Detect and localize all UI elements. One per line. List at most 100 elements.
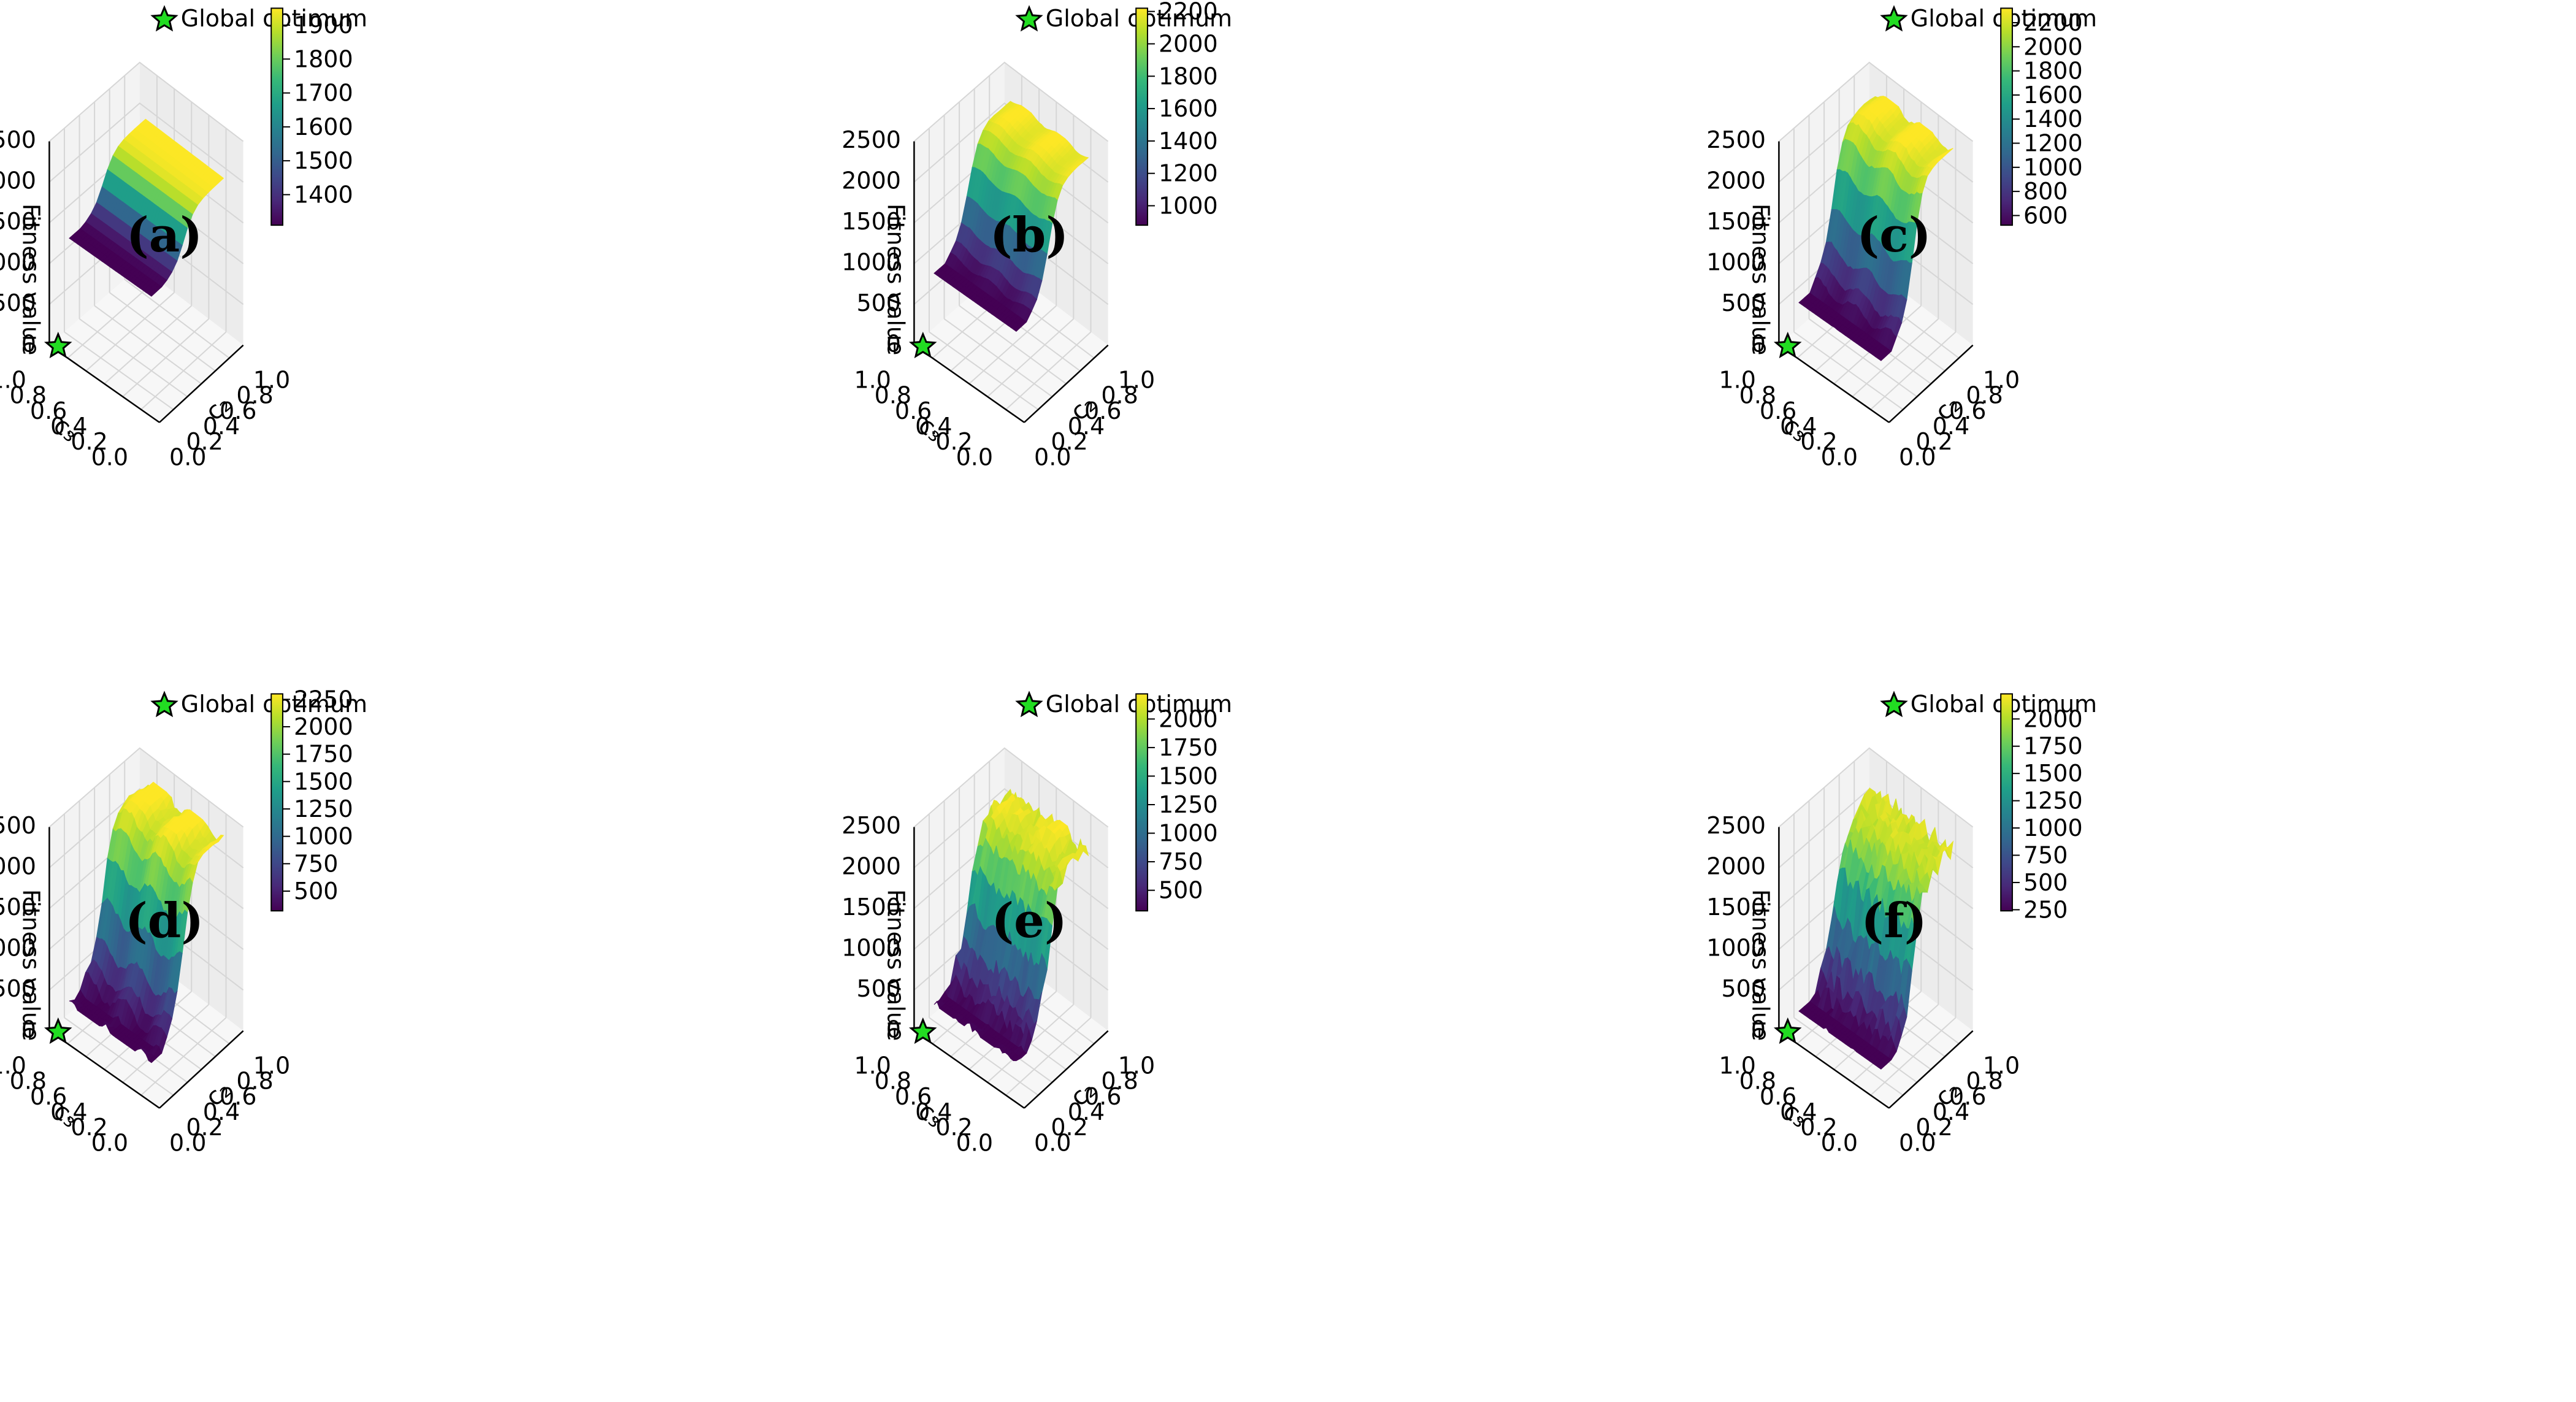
colorbar-tick-label: 2000 <box>2023 33 2083 60</box>
colorbar-tick-label: 750 <box>1159 848 1203 875</box>
colorbar-tick-label: 1600 <box>1159 95 1218 122</box>
x-tick-label: 1.0 <box>0 366 26 393</box>
grid-line <box>913 788 1109 868</box>
colorbar-tick-label: 1250 <box>2023 787 2083 814</box>
x-tick-label: 0.2 <box>71 428 107 455</box>
grid-line <box>124 278 230 359</box>
x-tick-label: 0.2 <box>1800 428 1837 455</box>
x-tick-label: 0.0 <box>91 443 128 470</box>
colorbar-tick-label: 1400 <box>294 181 353 208</box>
z-tick-label: 2000 <box>841 167 901 194</box>
surface <box>933 789 1089 1062</box>
x-tick-label: 0.8 <box>10 1068 47 1095</box>
grid-line <box>48 747 244 828</box>
x-tick-label: 0.8 <box>10 382 47 409</box>
colorbar-tick-label: 1900 <box>294 12 353 39</box>
colorbar-tick-label: 1000 <box>1159 820 1218 847</box>
grid-line <box>48 102 244 183</box>
x-tick-label: 0.4 <box>1780 413 1817 440</box>
optimum-marker <box>44 331 72 359</box>
z-tick-label: 2500 <box>0 126 36 153</box>
z-tick-label: 1500 <box>841 208 901 235</box>
x-tick-label: 0.4 <box>50 1098 87 1125</box>
grid-line <box>913 747 1109 828</box>
x-tick-label: 1.0 <box>854 366 891 393</box>
colorbar-tick-label: 2000 <box>1159 705 1218 732</box>
y-tick-label: 0.4 <box>203 1098 240 1125</box>
y-tick-label: 0.8 <box>236 1068 273 1095</box>
z-tick-label: 1500 <box>1706 208 1766 235</box>
colorbar <box>2000 693 2013 912</box>
surface <box>69 781 224 1063</box>
panel-caption: (d) <box>125 893 204 949</box>
y-tick-label: 0.0 <box>169 1129 206 1156</box>
colorbar-tick-label: 500 <box>294 878 339 905</box>
panel-caption: (f) <box>1861 893 1926 949</box>
z-axis-title: Fitness value <box>1747 889 1774 1041</box>
x-tick-label: 0.2 <box>71 1114 107 1141</box>
y-tick-label: 0.2 <box>1051 428 1087 455</box>
x-tick-label: 1.0 <box>0 1052 26 1079</box>
z-tick-label: 500 <box>1721 289 1766 316</box>
y-tick-label: 1.0 <box>1118 366 1155 393</box>
colorbar-tick-label: 2000 <box>2023 705 2083 732</box>
y-axis-line <box>1888 344 1974 423</box>
y-tick-label: 0.8 <box>1966 382 2003 409</box>
colorbar-tick-label: 1500 <box>1159 762 1218 789</box>
surface-cell <box>1877 353 1887 361</box>
z-tick-label: 2000 <box>1706 853 1766 880</box>
y-tick-label: 0.4 <box>1933 413 1969 440</box>
y-tick-label: 0.0 <box>1034 443 1071 470</box>
y-tick-label: 0.2 <box>1915 428 1952 455</box>
legend-marker <box>1880 691 1908 718</box>
colorbar-tick-label: 500 <box>2023 869 2068 896</box>
surface-cell <box>1013 324 1022 332</box>
colorbar-tick-label: 1250 <box>1159 791 1218 818</box>
colorbar-tick-label: 2200 <box>2023 9 2083 36</box>
optimum-marker <box>44 1017 72 1044</box>
y-tick-label: 0.6 <box>220 397 256 424</box>
colorbar-tick-label: 2000 <box>1159 30 1218 57</box>
y-tick-label: 1.0 <box>1983 1052 2020 1079</box>
colorbar <box>270 693 283 912</box>
x-tick-label: 0.8 <box>875 382 911 409</box>
y-tick-label: 0.8 <box>1101 382 1138 409</box>
chart-panel-d: 050010001500200025001.00.80.60.40.20.00.… <box>0 686 367 1156</box>
z-tick-label: 0 <box>1751 331 1766 358</box>
z-axis-title: Fitness value <box>883 204 910 355</box>
y-axis-line <box>1024 344 1109 423</box>
y-tick-label: 0.2 <box>186 1114 223 1141</box>
colorbar-tick-label: 1750 <box>1159 734 1218 761</box>
z-tick-label: 2000 <box>0 853 36 880</box>
colorbar-tick-label: 1500 <box>2023 760 2083 787</box>
colorbar-tick-label: 2200 <box>1159 0 1218 25</box>
z-tick-label: 2500 <box>1706 812 1766 839</box>
surface-cell <box>148 1055 158 1063</box>
colorbar <box>2000 7 2013 226</box>
y-tick-label: 1.0 <box>253 1052 290 1079</box>
colorbar-tick-label: 1800 <box>294 45 353 72</box>
colorbar-tick-label: 800 <box>2023 178 2068 205</box>
y-tick-label: 1.0 <box>1118 1052 1155 1079</box>
y-tick-label: 0.6 <box>1084 397 1121 424</box>
grid-line <box>48 61 244 142</box>
y-tick-label: 0.4 <box>1068 413 1105 440</box>
colorbar-tick-label: 1750 <box>294 741 353 768</box>
z-axis-title: Fitness value <box>18 889 45 1041</box>
z-tick-label: 0 <box>21 331 36 358</box>
surface-cell <box>148 289 158 297</box>
colorbar-tick-label: 1800 <box>2023 58 2083 85</box>
y-tick-label: 0.4 <box>203 413 240 440</box>
colorbar-tick-label: 1000 <box>2023 814 2083 841</box>
colorbar <box>270 7 283 226</box>
legend-marker <box>150 691 178 718</box>
z-tick-label: 500 <box>856 289 901 316</box>
colorbar-tick-label: 1500 <box>294 147 353 174</box>
z-tick-label: 1500 <box>0 894 36 921</box>
z-tick-label: 2500 <box>1706 126 1766 153</box>
z-tick-label: 1000 <box>1706 249 1766 276</box>
colorbar-tick-label: 1600 <box>2023 82 2083 109</box>
